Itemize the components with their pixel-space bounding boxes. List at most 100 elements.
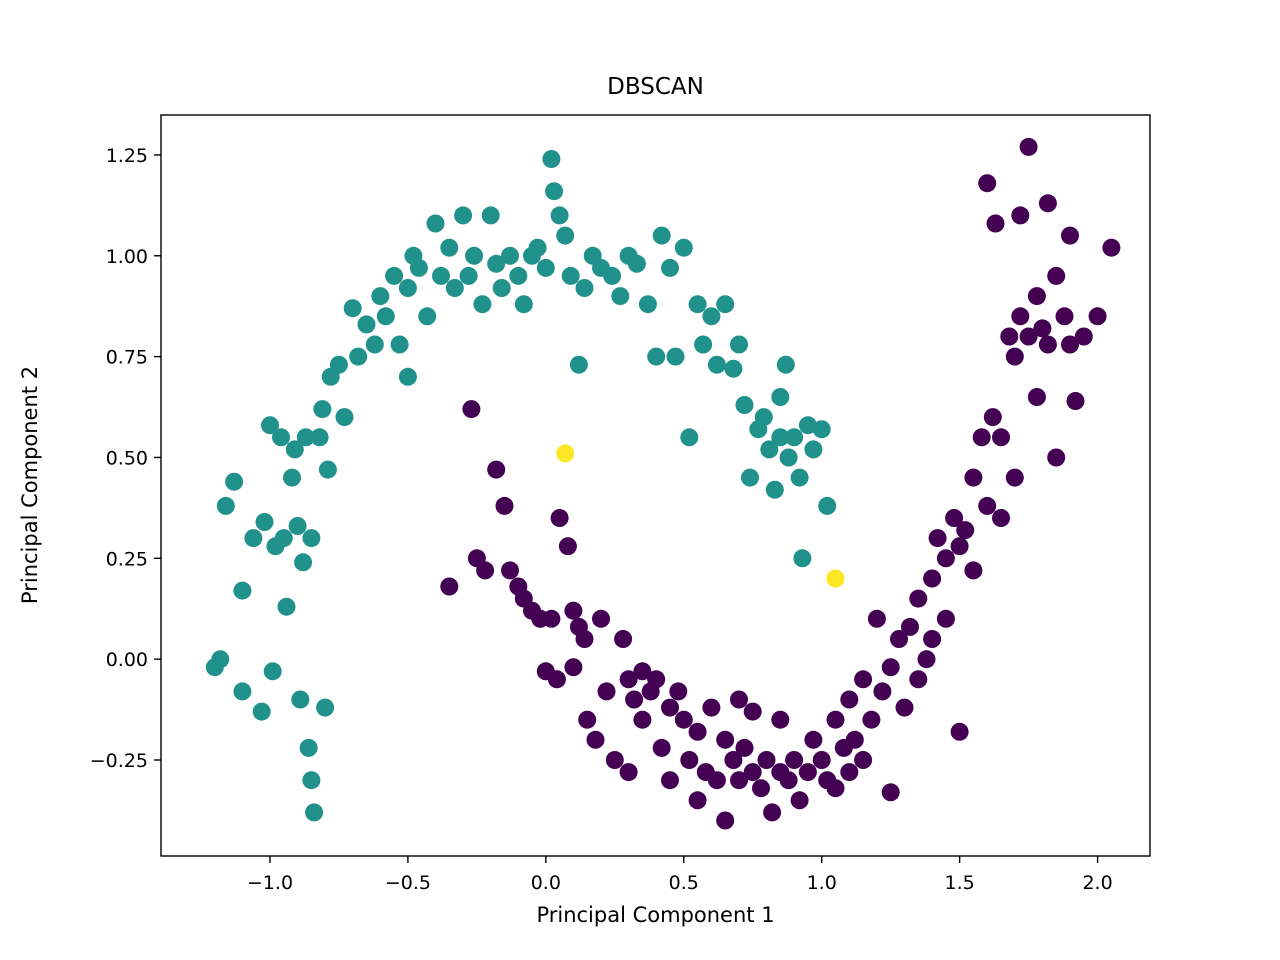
data-point-cluster-1 <box>694 335 713 354</box>
data-point-cluster-0 <box>724 751 743 769</box>
data-point-cluster-1 <box>754 408 773 427</box>
data-point-cluster-0 <box>1061 335 1079 354</box>
data-point-cluster-1 <box>313 400 332 419</box>
data-point-cluster-0 <box>680 751 699 769</box>
data-point-cluster-1 <box>459 266 478 285</box>
data-point-cluster-0 <box>901 617 919 636</box>
data-point-cluster-1 <box>261 416 279 435</box>
data-point-cluster-0 <box>702 698 721 717</box>
data-point-cluster-0 <box>652 738 671 757</box>
data-point-noise <box>556 444 575 463</box>
data-point-cluster-0 <box>716 730 735 749</box>
data-point-cluster-0 <box>614 630 633 648</box>
data-point-cluster-1 <box>575 279 594 297</box>
data-point-cluster-1 <box>790 468 809 487</box>
data-point-cluster-1 <box>542 150 561 168</box>
data-point-cluster-1 <box>627 254 646 273</box>
data-point-cluster-1 <box>316 698 335 717</box>
data-point-cluster-0 <box>840 690 859 709</box>
data-point-cluster-1 <box>244 529 263 548</box>
y-tick-label: −0.25 <box>90 750 148 772</box>
data-point-cluster-0 <box>550 509 569 527</box>
data-point-cluster-0 <box>1011 307 1030 326</box>
data-point-cluster-1 <box>760 440 779 459</box>
data-point-cluster-0 <box>986 214 1005 233</box>
data-point-cluster-0 <box>476 561 495 580</box>
data-point-cluster-0 <box>487 460 506 479</box>
data-point-cluster-1 <box>638 295 657 314</box>
data-point-cluster-0 <box>752 779 770 798</box>
data-point-cluster-1 <box>398 279 417 297</box>
data-point-cluster-1 <box>440 238 459 257</box>
data-point-cluster-1 <box>804 440 823 459</box>
data-point-cluster-0 <box>757 751 776 769</box>
data-point-cluster-1 <box>233 682 252 701</box>
data-point-cluster-1 <box>349 347 368 366</box>
data-point-cluster-0 <box>826 710 845 729</box>
data-point-cluster-1 <box>445 279 464 297</box>
x-tick-label: −0.5 <box>385 872 431 894</box>
data-point-cluster-0 <box>804 730 823 749</box>
data-point-cluster-1 <box>793 549 812 568</box>
data-point-cluster-0 <box>785 751 804 769</box>
data-point-cluster-1 <box>818 496 837 515</box>
data-point-cluster-0 <box>575 630 594 648</box>
x-axis-label: Principal Component 1 <box>536 903 775 927</box>
data-point-cluster-0 <box>881 783 900 802</box>
data-point-cluster-1 <box>779 448 798 467</box>
data-point-cluster-1 <box>716 295 735 314</box>
data-point-cluster-1 <box>302 771 321 790</box>
data-point-cluster-0 <box>1019 137 1038 156</box>
data-point-cluster-1 <box>702 307 721 326</box>
data-point-cluster-0 <box>597 682 616 701</box>
data-point-cluster-0 <box>1033 319 1052 338</box>
data-point-cluster-0 <box>873 682 892 701</box>
data-point-cluster-1 <box>294 553 313 572</box>
data-point-cluster-1 <box>492 279 511 297</box>
data-point-cluster-1 <box>390 335 409 354</box>
data-point-cluster-0 <box>1047 266 1066 285</box>
data-point-cluster-0 <box>1102 238 1121 257</box>
data-point-cluster-1 <box>398 367 417 386</box>
data-point-cluster-0 <box>730 690 748 709</box>
x-tick-label: −1.0 <box>247 872 293 894</box>
data-point-cluster-0 <box>917 650 936 669</box>
y-tick-label: 1.00 <box>106 246 148 268</box>
data-point-cluster-1 <box>296 428 315 447</box>
data-point-cluster-1 <box>310 428 329 447</box>
data-point-cluster-0 <box>619 670 638 689</box>
chart-title: DBSCAN <box>607 74 704 100</box>
data-point-cluster-0 <box>909 670 928 689</box>
x-tick-label: 0.0 <box>531 872 561 894</box>
data-point-cluster-0 <box>1027 287 1046 306</box>
data-point-cluster-1 <box>454 206 473 225</box>
data-point-cluster-0 <box>867 609 886 628</box>
data-point-cluster-0 <box>895 698 914 717</box>
data-point-cluster-0 <box>735 738 754 757</box>
data-point-cluster-0 <box>890 630 908 648</box>
data-point-cluster-0 <box>923 569 942 588</box>
data-point-cluster-1 <box>318 460 337 479</box>
data-point-cluster-0 <box>790 791 809 810</box>
data-point-cluster-1 <box>487 254 506 273</box>
data-point-cluster-0 <box>674 710 693 729</box>
data-point-cluster-0 <box>763 803 782 822</box>
data-point-cluster-0 <box>578 710 597 729</box>
data-point-cluster-1 <box>432 266 450 285</box>
data-point-cluster-0 <box>936 609 955 628</box>
data-point-cluster-0 <box>661 771 679 790</box>
data-point-cluster-1 <box>652 226 671 245</box>
data-point-cluster-1 <box>647 347 666 366</box>
data-point-cluster-0 <box>1011 206 1030 225</box>
data-point-cluster-0 <box>845 730 864 749</box>
data-point-cluster-0 <box>1019 327 1038 346</box>
data-point-cluster-0 <box>1074 327 1093 346</box>
data-point-cluster-0 <box>647 670 666 689</box>
data-point-cluster-1 <box>335 408 354 427</box>
data-point-cluster-0 <box>928 529 947 548</box>
data-point-cluster-1 <box>545 182 564 201</box>
data-point-cluster-1 <box>771 428 790 447</box>
data-point-cluster-1 <box>603 266 622 285</box>
data-point-noise <box>826 569 845 588</box>
